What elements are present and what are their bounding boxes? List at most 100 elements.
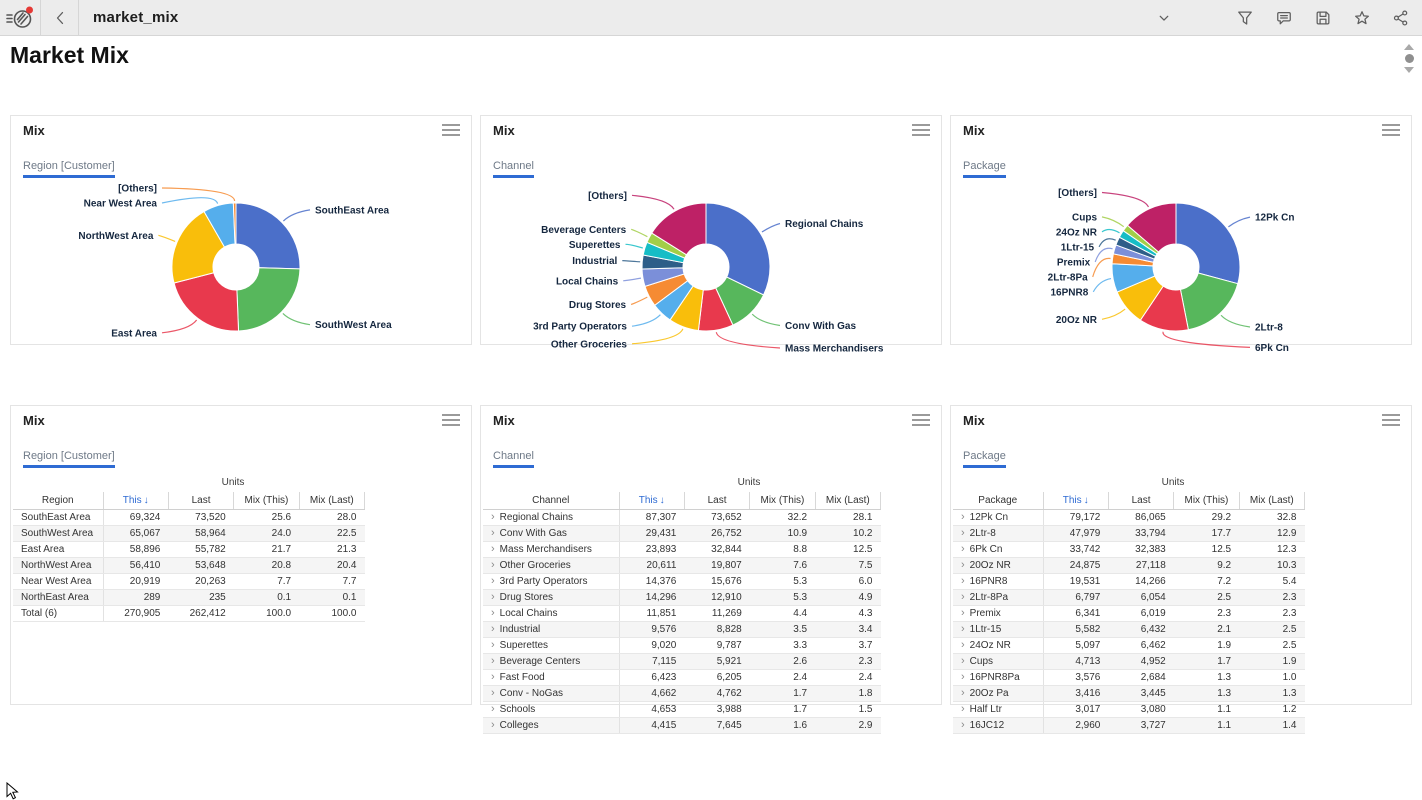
favorite-star-icon[interactable] (1351, 7, 1373, 29)
expand-icon[interactable]: › (961, 719, 965, 731)
scroll-up-icon[interactable] (1404, 44, 1414, 50)
donut-slice-12pk-cn[interactable] (1175, 202, 1241, 285)
column-header[interactable]: Mix (This) (1173, 492, 1240, 510)
expand-icon[interactable]: › (961, 591, 965, 603)
page-scroll-control[interactable] (1401, 44, 1417, 73)
table-row[interactable]: › Fast Food 6,423 6,205 2.4 2.4 (483, 669, 881, 686)
column-header[interactable]: This ↓ (1042, 492, 1109, 510)
attribute-tab-package[interactable]: Package (963, 450, 1006, 468)
table-row[interactable]: › Half Ltr 3,017 3,080 1.1 1.2 (953, 701, 1305, 718)
donut-slice-east-area[interactable] (173, 272, 240, 332)
comments-icon[interactable] (1273, 7, 1295, 29)
table-row[interactable]: › 2Ltr-8Pa 6,797 6,054 2.5 2.3 (953, 589, 1305, 606)
scroll-down-icon[interactable] (1404, 67, 1414, 73)
expand-icon[interactable]: › (961, 527, 965, 539)
table-row[interactable]: › 16JC12 2,960 3,727 1.1 1.4 (953, 717, 1305, 734)
expand-icon[interactable]: › (961, 607, 965, 619)
table-row[interactable]: › Other Groceries 20,611 19,807 7.6 7.5 (483, 557, 881, 574)
expand-icon[interactable]: › (961, 511, 965, 523)
save-icon[interactable] (1312, 7, 1334, 29)
table-row[interactable]: › 2Ltr-8 47,979 33,794 17.7 12.9 (953, 525, 1305, 542)
column-header[interactable]: Region (13, 492, 103, 510)
expand-icon[interactable]: › (961, 639, 965, 651)
table-row[interactable]: › 6Pk Cn 33,742 32,383 12.5 12.3 (953, 541, 1305, 558)
expand-icon[interactable]: › (961, 559, 965, 571)
attribute-tab-package[interactable]: Package (963, 160, 1006, 178)
expand-icon[interactable]: › (491, 639, 495, 651)
donut-slice-regional-chains[interactable] (705, 202, 771, 296)
filter-icon[interactable] (1234, 7, 1256, 29)
table-row[interactable]: East Area 58,896 55,782 21.7 21.3 (13, 541, 365, 558)
column-header[interactable]: Mix (Last) (1238, 492, 1306, 510)
table-row[interactable]: › Superettes 9,020 9,787 3.3 3.7 (483, 637, 881, 654)
donut-slice-northwest-area[interactable] (171, 210, 226, 284)
donut-slice-southwest-area[interactable] (236, 267, 301, 332)
expand-icon[interactable]: › (491, 655, 495, 667)
column-header[interactable]: Channel (483, 492, 619, 510)
table-row[interactable]: › 16PNR8Pa 3,576 2,684 1.3 1.0 (953, 669, 1305, 686)
expand-icon[interactable]: › (491, 703, 495, 715)
expand-icon[interactable]: › (961, 655, 965, 667)
expand-icon[interactable]: › (961, 703, 965, 715)
table-row[interactable]: › Industrial 9,576 8,828 3.5 3.4 (483, 621, 881, 638)
back-button[interactable] (41, 0, 78, 36)
card-menu-icon[interactable] (912, 414, 930, 429)
column-header[interactable]: Last (683, 492, 750, 510)
table-row[interactable]: › Schools 4,653 3,988 1.7 1.5 (483, 701, 881, 718)
expand-icon[interactable]: › (491, 591, 495, 603)
column-header[interactable]: Mix (This) (749, 492, 816, 510)
column-header[interactable]: This ↓ (618, 492, 685, 510)
card-menu-icon[interactable] (912, 124, 930, 139)
table-row[interactable]: › 20Oz NR 24,875 27,118 9.2 10.3 (953, 557, 1305, 574)
donut-slice--others-[interactable] (232, 202, 237, 245)
donut-slice--others-[interactable] (1126, 202, 1177, 253)
card-menu-icon[interactable] (1382, 124, 1400, 139)
donut-slice--others-[interactable] (651, 202, 707, 256)
table-row[interactable]: › Conv - NoGas 4,662 4,762 1.7 1.8 (483, 685, 881, 702)
donut-slice-southeast-area[interactable] (235, 202, 301, 270)
attribute-tab-region[interactable]: Region [Customer] (23, 450, 115, 468)
expand-icon[interactable]: › (491, 559, 495, 571)
table-row[interactable]: SouthWest Area 65,067 58,964 24.0 22.5 (13, 525, 365, 542)
column-header[interactable]: Last (1107, 492, 1174, 510)
expand-icon[interactable]: › (961, 623, 965, 635)
expand-icon[interactable]: › (961, 575, 965, 587)
app-menu-logo-icon[interactable] (0, 0, 40, 36)
table-row[interactable]: › Beverage Centers 7,115 5,921 2.6 2.3 (483, 653, 881, 670)
table-row[interactable]: › Regional Chains 87,307 73,652 32.2 28.1 (483, 509, 881, 526)
table-row[interactable]: › 16PNR8 19,531 14,266 7.2 5.4 (953, 573, 1305, 590)
column-header[interactable]: This ↓ (102, 492, 169, 510)
collapse-toolbar-icon[interactable] (1153, 7, 1175, 29)
expand-icon[interactable]: › (491, 719, 495, 731)
column-header[interactable]: Last (167, 492, 234, 510)
table-row[interactable]: › 24Oz NR 5,097 6,462 1.9 2.5 (953, 637, 1305, 654)
attribute-tab-channel[interactable]: Channel (493, 450, 534, 468)
card-menu-icon[interactable] (442, 414, 460, 429)
table-row[interactable]: › Local Chains 11,851 11,269 4.4 4.3 (483, 605, 881, 622)
table-row[interactable]: › 3rd Party Operators 14,376 15,676 5.3 6.0 (483, 573, 881, 590)
page-indicator-dot[interactable] (1404, 54, 1414, 63)
total-row[interactable]: Total (6) 270,905 262,412 100.0 100.0 (13, 605, 365, 622)
table-row[interactable]: › 1Ltr-15 5,582 6,432 2.1 2.5 (953, 621, 1305, 638)
expand-icon[interactable]: › (491, 623, 495, 635)
share-icon[interactable] (1390, 7, 1412, 29)
table-row[interactable]: › Cups 4,713 4,952 1.7 1.9 (953, 653, 1305, 670)
expand-icon[interactable]: › (491, 543, 495, 555)
table-row[interactable]: SouthEast Area 69,324 73,520 25.6 28.0 (13, 509, 365, 526)
table-row[interactable]: › Colleges 4,415 7,645 1.6 2.9 (483, 717, 881, 734)
table-row[interactable]: › Conv With Gas 29,431 26,752 10.9 10.2 (483, 525, 881, 542)
expand-icon[interactable]: › (491, 575, 495, 587)
attribute-tab-channel[interactable]: Channel (493, 160, 534, 178)
table-row[interactable]: › 12Pk Cn 79,172 86,065 29.2 32.8 (953, 509, 1305, 526)
card-menu-icon[interactable] (1382, 414, 1400, 429)
table-row[interactable]: › Premix 6,341 6,019 2.3 2.3 (953, 605, 1305, 622)
table-row[interactable]: Near West Area 20,919 20,263 7.7 7.7 (13, 573, 365, 590)
table-row[interactable]: NorthEast Area 289 235 0.1 0.1 (13, 589, 365, 606)
expand-icon[interactable]: › (961, 687, 965, 699)
expand-icon[interactable]: › (491, 687, 495, 699)
expand-icon[interactable]: › (961, 543, 965, 555)
table-row[interactable]: › Mass Merchandisers 23,893 32,844 8.8 12.5 (483, 541, 881, 558)
expand-icon[interactable]: › (491, 671, 495, 683)
column-header[interactable]: Package (953, 492, 1043, 510)
table-row[interactable]: › Drug Stores 14,296 12,910 5.3 4.9 (483, 589, 881, 606)
